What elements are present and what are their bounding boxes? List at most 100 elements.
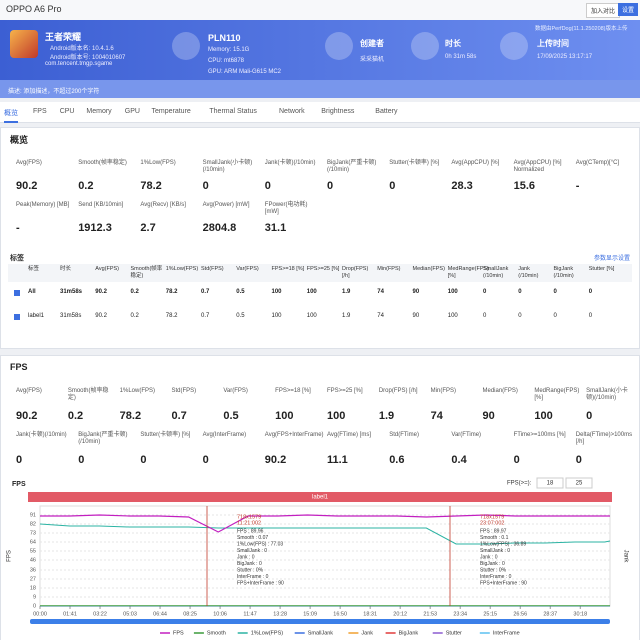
table-header: Stutter [%] [588,266,615,272]
metric-value: 2804.8 [202,222,237,234]
upload-icon [500,32,528,60]
metric-label: MedRange(FPS)[%] [534,388,580,401]
section-title: FPS [10,362,28,372]
info-value: 17/09/2025 13:17:17 [537,54,593,60]
row-checkbox[interactable] [14,290,20,296]
tooltip-item: Smooth : 0.1 [480,535,509,541]
row-checkbox[interactable] [14,314,20,320]
table-cell: label1 [28,313,45,319]
tooltip-item: InterFrame : 0 [237,574,269,580]
metric-value: 0.4 [451,454,467,466]
metric-value: 1912.3 [78,222,112,234]
info-label: 时长 [445,39,461,48]
table-header: BigJank (/10min) [553,266,574,279]
threshold-value: 25 [576,481,583,487]
fps-chart: FPS FPS(>=): 18 25 label1 0 9 18 27 36 46 55 64 73 82 9… [7,477,628,636]
metric-label: BigJank(严重卡顿)(/10min) [78,432,128,445]
x-tick-label: 21:53 [423,611,437,617]
x-tick-label: 26:56 [513,611,527,617]
tooltip-item: FPS+InterFrame : 90 [237,580,284,586]
section-title: 概览 [10,135,29,145]
x-tick-label: 25:15 [483,611,497,617]
app-info: Android版本名: 10.4.1.6 [50,46,114,52]
legend-label: FPS [173,630,184,636]
metric-label: Avg(FPS) [16,160,42,166]
y-tick-label: 55 [30,548,36,554]
legend-label: BigJank [399,630,419,636]
labels-title: 标签 [10,255,24,262]
legend-label: 1%Low(FPS) [251,630,284,636]
legend-label: Stutter [446,630,462,636]
description: 描述: 添加描述，不超过200个字符 [8,89,100,95]
metric-value: 0.5 [223,410,239,422]
table-header: Median(FPS) [412,266,445,272]
y2-axis-label: Jank [622,550,628,564]
label-band-text: label1 [312,495,329,501]
table-header: 1%Low(FPS) [165,266,199,272]
y-tick-label: 64 [30,539,36,545]
tab[interactable]: Thermal Status [209,108,257,115]
tab[interactable]: Brightness [321,108,355,115]
x-tick-label: 20:12 [393,611,407,617]
metric-label: Avg(AppCPU) [%] [451,160,500,166]
tab-bar [0,102,640,123]
compare-button[interactable]: 加入对比 [586,3,621,18]
tab[interactable]: 概览 [4,108,18,123]
tab[interactable]: GPU [124,108,140,115]
x-tick-label: 18:31 [363,611,377,617]
scrollbar [30,619,610,624]
tooltip-title: 718x1579 [480,514,504,520]
metric-value: 11.1 [327,454,348,466]
plot-area [39,505,611,607]
table-cell: 0.7 [201,313,210,319]
metric-label: Median(FPS) [482,388,518,394]
table-header: Jank (/10min) [518,266,539,279]
threshold-label: FPS(>=): [507,481,532,487]
device-info: Memory: 15.1G [208,47,250,53]
tooltip-item: Jank : 0 [480,554,498,560]
app-info: Android版本号: 1004010607 [50,55,126,61]
table-cell: 0.5 [236,289,245,295]
metric-value: 74 [430,410,443,422]
tab[interactable]: Temperature [151,108,191,115]
metric-value: 90.2 [264,454,287,466]
table-cell: 90 [412,313,420,319]
app-name: 王者荣耀 [45,32,82,42]
y-tick-label: 27 [30,576,36,582]
table-header: 标签 [28,266,40,272]
metric-label: Var(FTime) [451,432,482,438]
top-strip [0,0,640,20]
metric-label: Smooth(帧率稳定) [67,388,109,401]
tooltip-item: Stutter : 0% [237,567,264,573]
metric-value: 0 [513,454,520,466]
series-line [40,514,610,533]
metric-value: 0 [389,180,396,192]
y-tick-label: 18 [30,585,36,591]
settings-button[interactable]: 设置 [618,3,639,16]
metric-label: 1%Low(FPS) [119,388,155,394]
tab[interactable]: Network [279,108,305,115]
info-label: 上传时间 [537,39,569,48]
tab[interactable]: CPU [59,108,75,115]
tooltip-item: InterFrame : 0 [480,574,512,580]
metric-label: Stutter(卡顿率) [%] [389,160,440,166]
settings-link[interactable]: 参数显示设置 [594,256,631,262]
table-cell: 1.9 [342,289,351,295]
metric-label: Avg(CTemp)[°C] [575,160,620,166]
metric-value: 0 [78,454,85,466]
metric-value: 0 [202,454,209,466]
tab[interactable]: Memory [86,108,112,115]
metric-value: 31.1 [264,222,287,234]
tab[interactable]: FPS [33,108,47,115]
threshold-input [536,477,564,489]
table-cell: 0.2 [130,289,139,295]
metric-value: 100 [327,410,346,422]
tooltip-item: FPS+InterFrame : 90 [480,580,527,586]
table-header: Std(FPS) [201,266,224,272]
metric-value: - [16,222,20,234]
tab[interactable]: Battery [375,108,398,115]
y-axis-label: FPS [7,550,13,562]
table-cell: 74 [377,289,384,295]
table-cell: 0 [518,313,522,319]
